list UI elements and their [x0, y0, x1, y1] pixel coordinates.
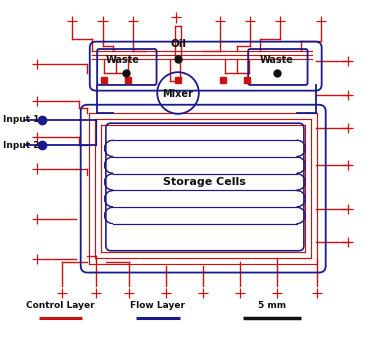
- Text: Input 2: Input 2: [3, 141, 40, 150]
- Text: Oil: Oil: [170, 39, 186, 49]
- Bar: [175, 76, 181, 83]
- Bar: [244, 76, 250, 83]
- Text: Control Layer: Control Layer: [26, 301, 95, 310]
- Bar: [101, 76, 107, 83]
- Text: Storage Cells: Storage Cells: [164, 177, 246, 187]
- Bar: [220, 76, 226, 83]
- Text: Waste: Waste: [106, 55, 139, 65]
- Text: Flow Layer: Flow Layer: [130, 301, 185, 310]
- Text: Input 1: Input 1: [3, 115, 40, 124]
- Text: 5 mm: 5 mm: [258, 301, 286, 310]
- Text: Waste: Waste: [260, 55, 294, 65]
- Bar: [125, 76, 131, 83]
- Text: Mixer: Mixer: [162, 89, 193, 99]
